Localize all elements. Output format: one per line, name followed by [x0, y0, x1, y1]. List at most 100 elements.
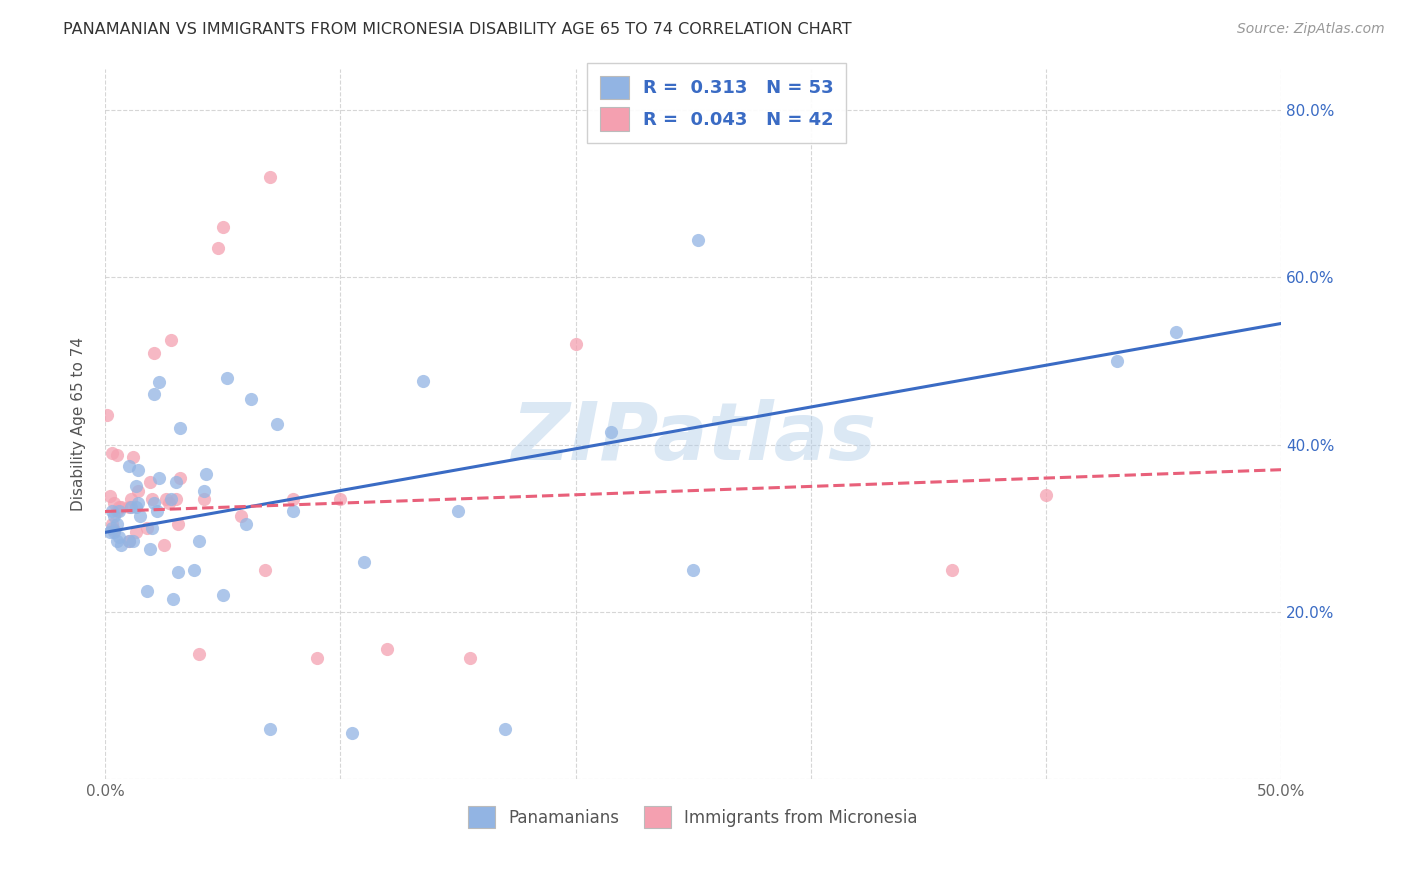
Point [120, 500, 142, 515]
Point [207, 241, 229, 255]
Point [193, 491, 215, 506]
Text: Source: ZipAtlas.com: Source: ZipAtlas.com [1237, 22, 1385, 37]
Point [167, 516, 190, 531]
Point [169, 471, 191, 485]
Point [138, 542, 160, 557]
Point [127, 483, 149, 498]
Point [103, 508, 125, 523]
Point [165, 475, 187, 490]
Point [195, 467, 218, 481]
Point [129, 508, 152, 523]
Point [211, 220, 233, 235]
Point [340, 726, 363, 740]
Point [108, 530, 131, 544]
Point [188, 533, 211, 548]
Point [122, 450, 145, 464]
Point [143, 387, 166, 401]
Point [162, 592, 184, 607]
Point [98, 490, 121, 504]
Point [101, 504, 124, 518]
Point [148, 471, 170, 485]
Point [105, 516, 128, 531]
Point [259, 170, 281, 185]
Point [157, 496, 180, 510]
Text: ZIPatlas: ZIPatlas [510, 399, 876, 477]
Point [253, 563, 276, 577]
Point [105, 533, 128, 548]
Point [127, 463, 149, 477]
Point [117, 458, 139, 473]
Point [447, 504, 470, 518]
Point [110, 500, 132, 515]
Point [141, 521, 163, 535]
Point [217, 370, 239, 384]
Point [1105, 354, 1128, 368]
Point [103, 525, 125, 540]
Point [143, 496, 166, 510]
Point [329, 491, 352, 506]
Point [117, 500, 139, 515]
Point [110, 538, 132, 552]
Point [153, 538, 176, 552]
Point [458, 650, 481, 665]
Point [1035, 488, 1057, 502]
Legend: Panamanians, Immigrants from Micronesia: Panamanians, Immigrants from Micronesia [461, 800, 925, 835]
Point [108, 500, 131, 515]
Point [155, 491, 177, 506]
Point [148, 375, 170, 389]
Point [105, 504, 128, 518]
Point [160, 333, 183, 347]
Point [98, 525, 121, 540]
Point [136, 521, 159, 535]
Point [136, 583, 159, 598]
Point [259, 722, 281, 736]
Point [108, 504, 131, 518]
Point [193, 483, 215, 498]
Point [412, 374, 434, 388]
Point [599, 425, 621, 439]
Point [141, 491, 163, 506]
Point [167, 565, 190, 579]
Point [145, 504, 167, 518]
Point [353, 555, 375, 569]
Point [117, 533, 139, 548]
Point [564, 337, 586, 351]
Point [122, 533, 145, 548]
Point [103, 496, 125, 510]
Point [941, 563, 963, 577]
Point [138, 475, 160, 490]
Point [305, 650, 328, 665]
Point [239, 392, 262, 406]
Point [283, 504, 305, 518]
Text: PANAMANIAN VS IMMIGRANTS FROM MICRONESIA DISABILITY AGE 65 TO 74 CORRELATION CHA: PANAMANIAN VS IMMIGRANTS FROM MICRONESIA… [63, 22, 852, 37]
Point [160, 491, 183, 506]
Point [183, 563, 205, 577]
Point [494, 722, 516, 736]
Point [117, 533, 139, 548]
Point [231, 508, 253, 523]
Point [101, 521, 124, 535]
Point [101, 516, 124, 531]
Point [101, 446, 124, 460]
Point [105, 448, 128, 462]
Point [188, 647, 211, 661]
Point [1164, 325, 1187, 339]
Point [103, 523, 125, 537]
Point [124, 525, 146, 540]
Point [235, 516, 257, 531]
Point [143, 345, 166, 359]
Point [165, 491, 187, 506]
Point [686, 233, 709, 247]
Point [211, 588, 233, 602]
Point [124, 500, 146, 515]
Y-axis label: Disability Age 65 to 74: Disability Age 65 to 74 [72, 336, 86, 511]
Point [120, 491, 142, 506]
Point [124, 479, 146, 493]
Point [96, 409, 118, 423]
Point [283, 491, 305, 506]
Point [127, 496, 149, 510]
Point [266, 417, 288, 431]
Point [169, 421, 191, 435]
Point [375, 642, 398, 657]
Point [682, 563, 704, 577]
